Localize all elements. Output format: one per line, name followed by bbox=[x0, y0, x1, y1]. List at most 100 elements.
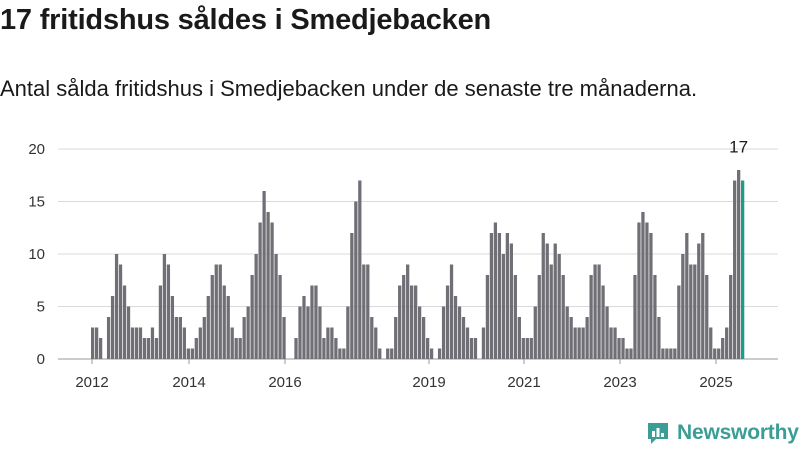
bar bbox=[469, 338, 474, 359]
bar bbox=[282, 317, 286, 359]
bar bbox=[737, 170, 741, 359]
bar bbox=[146, 338, 151, 359]
bar bbox=[673, 348, 677, 359]
bar bbox=[106, 317, 111, 359]
bar bbox=[338, 348, 342, 359]
x-tick-label: 2025 bbox=[699, 374, 732, 391]
bar bbox=[138, 327, 143, 359]
bar bbox=[310, 285, 314, 359]
bar bbox=[493, 222, 498, 359]
newsworthy-logo-icon bbox=[648, 423, 668, 444]
bar bbox=[565, 306, 569, 359]
chart-subtitle: Antal sålda fritidshus i Smedjebacken un… bbox=[0, 76, 698, 101]
bar bbox=[717, 348, 721, 359]
y-tick-label: 15 bbox=[28, 194, 45, 211]
bar bbox=[398, 285, 402, 359]
bar bbox=[254, 254, 258, 359]
bar bbox=[278, 275, 282, 359]
bar bbox=[178, 317, 182, 359]
x-tick-label: 2021 bbox=[507, 374, 540, 391]
bar bbox=[98, 338, 103, 359]
bar bbox=[122, 285, 127, 359]
bar bbox=[537, 275, 541, 359]
bar bbox=[585, 317, 589, 359]
bar bbox=[725, 327, 729, 359]
bar bbox=[733, 180, 737, 359]
newsworthy-logo-text: Newsworthy bbox=[677, 421, 799, 444]
bar bbox=[218, 264, 222, 359]
bar bbox=[617, 338, 621, 359]
bar bbox=[653, 275, 657, 359]
bar bbox=[162, 254, 167, 359]
bar bbox=[302, 296, 306, 359]
bar bbox=[669, 348, 673, 359]
bar bbox=[489, 233, 494, 359]
bar bbox=[366, 264, 370, 359]
bar bbox=[521, 338, 525, 359]
bar bbox=[633, 275, 637, 359]
bar bbox=[258, 222, 262, 359]
bar bbox=[246, 306, 250, 359]
bar bbox=[721, 338, 725, 359]
y-axis: 0 5 10 15 20 bbox=[28, 141, 45, 368]
bar bbox=[126, 306, 131, 359]
bar-latest bbox=[741, 180, 745, 359]
bar bbox=[485, 275, 490, 359]
y-tick-label: 0 bbox=[37, 351, 45, 368]
bar bbox=[174, 317, 179, 359]
bar bbox=[250, 275, 254, 359]
bar bbox=[186, 348, 190, 359]
bar bbox=[114, 254, 119, 359]
bar bbox=[406, 264, 410, 359]
bar bbox=[505, 233, 509, 359]
bar bbox=[637, 222, 641, 359]
bars bbox=[91, 170, 745, 359]
bar bbox=[198, 327, 202, 359]
bar bbox=[661, 348, 665, 359]
bar bbox=[210, 275, 214, 359]
bar bbox=[238, 338, 242, 359]
x-tick-label: 2016 bbox=[268, 374, 301, 391]
bar bbox=[525, 338, 529, 359]
bar bbox=[214, 264, 218, 359]
bar bbox=[561, 275, 565, 359]
bar bbox=[374, 327, 378, 359]
bar bbox=[342, 348, 346, 359]
annotations: 17 bbox=[729, 138, 748, 157]
bar bbox=[501, 254, 506, 359]
bar bbox=[118, 264, 123, 359]
bar bbox=[234, 338, 238, 359]
bar bbox=[222, 285, 226, 359]
bar bbox=[158, 285, 163, 359]
bar bbox=[445, 285, 450, 359]
y-tick-label: 5 bbox=[37, 299, 45, 316]
bar bbox=[641, 212, 645, 359]
bar bbox=[402, 275, 406, 359]
bar bbox=[513, 275, 517, 359]
bar bbox=[649, 233, 653, 359]
bar bbox=[230, 327, 234, 359]
bar bbox=[625, 348, 629, 359]
bar bbox=[354, 201, 358, 359]
bar bbox=[206, 296, 210, 359]
bar bbox=[378, 348, 382, 359]
bar bbox=[270, 222, 274, 359]
bar bbox=[390, 348, 394, 359]
bar bbox=[425, 338, 430, 359]
bar bbox=[581, 327, 585, 359]
bar bbox=[701, 233, 705, 359]
bar bbox=[362, 264, 366, 359]
bar bbox=[589, 275, 593, 359]
bar bbox=[645, 222, 649, 359]
latest-value-label: 17 bbox=[729, 138, 748, 157]
y-tick-label: 10 bbox=[28, 246, 45, 263]
bar bbox=[91, 327, 95, 359]
bar bbox=[418, 306, 422, 359]
bar bbox=[593, 264, 597, 359]
bar bbox=[457, 306, 462, 359]
bar bbox=[262, 191, 266, 359]
bar bbox=[266, 212, 270, 359]
bar bbox=[150, 327, 155, 359]
bar bbox=[350, 233, 354, 359]
bar bbox=[94, 327, 99, 359]
